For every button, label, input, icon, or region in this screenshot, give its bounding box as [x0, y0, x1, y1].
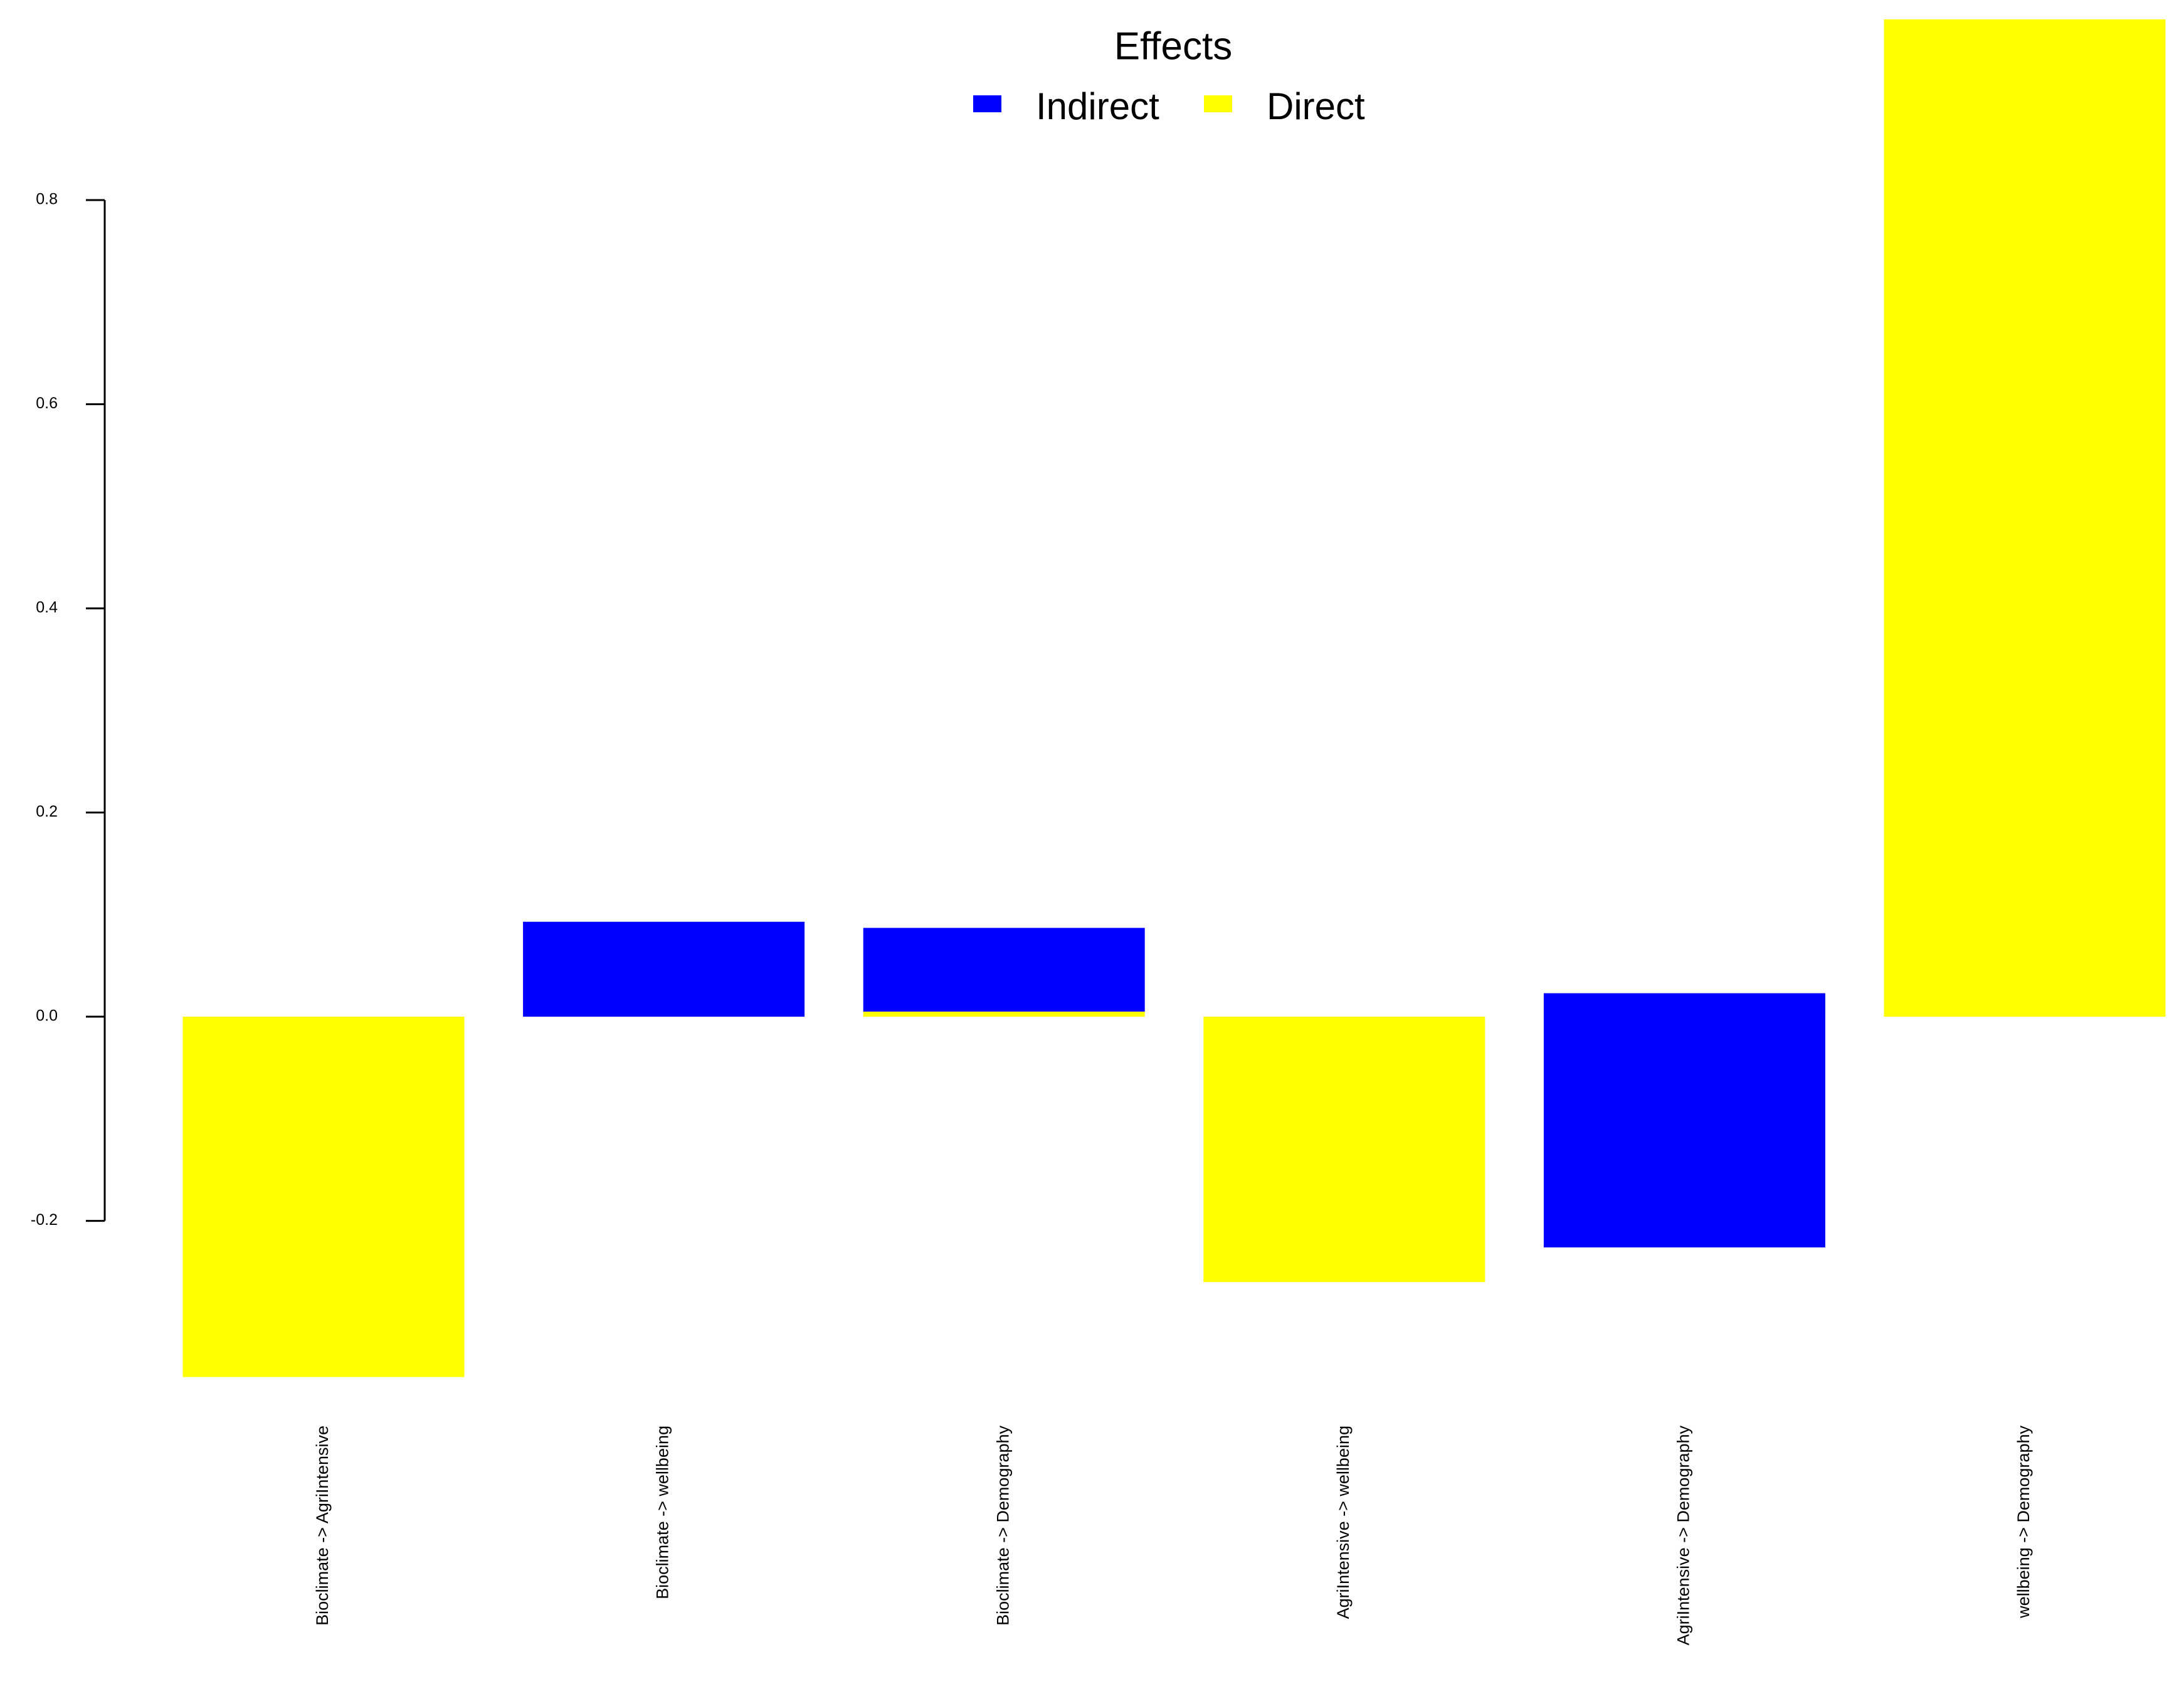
bar-segment — [863, 928, 1145, 1012]
x-tick-label: Bioclimate -> AgriIntensive — [313, 1426, 332, 1626]
x-tick-label: wellbeing -> Demography — [2014, 1426, 2033, 1619]
bar-segment — [1203, 1017, 1485, 1283]
bar-segment — [1543, 993, 1825, 1247]
bar-segment — [182, 1017, 465, 1377]
y-tick-label: 0.4 — [36, 599, 58, 617]
x-tick-label: AgriIntensive -> Demography — [1674, 1426, 1693, 1646]
y-tick-label: 0.2 — [36, 803, 58, 820]
legend-swatch — [1204, 95, 1232, 112]
bar-segment — [863, 1011, 1145, 1017]
x-tick-label: Bioclimate -> wellbeing — [653, 1426, 672, 1599]
bar-segment — [523, 921, 805, 1017]
x-tick-label: AgriIntensive -> wellbeing — [1334, 1426, 1353, 1619]
legend-swatch — [973, 95, 1001, 112]
bar-segment — [1884, 19, 2166, 1017]
y-tick-label: 0.6 — [36, 394, 58, 412]
legend-label: Direct — [1267, 85, 1365, 127]
legend-title: Effects — [1114, 24, 1232, 68]
y-tick-label: -0.2 — [31, 1211, 58, 1229]
y-tick-label: 0.0 — [36, 1007, 58, 1025]
x-tick-label: Bioclimate -> Demography — [993, 1426, 1012, 1626]
legend-label: Indirect — [1036, 85, 1159, 127]
y-tick-label: 0.8 — [36, 191, 58, 208]
